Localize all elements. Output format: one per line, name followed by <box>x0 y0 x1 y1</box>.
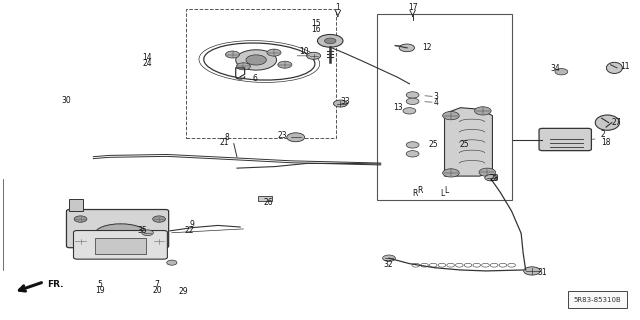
Text: 5: 5 <box>97 281 102 290</box>
Text: 32: 32 <box>383 260 393 269</box>
Circle shape <box>225 51 239 58</box>
Text: 27: 27 <box>612 118 621 127</box>
Text: 8: 8 <box>225 133 229 142</box>
Text: 7: 7 <box>155 281 159 290</box>
Text: 29: 29 <box>178 287 188 296</box>
Circle shape <box>383 255 396 261</box>
Text: 15: 15 <box>312 19 321 28</box>
FancyBboxPatch shape <box>67 210 169 248</box>
Text: 24: 24 <box>143 59 152 68</box>
Text: 23: 23 <box>277 131 287 140</box>
Text: 3: 3 <box>434 92 438 101</box>
Text: 25: 25 <box>460 140 469 149</box>
FancyBboxPatch shape <box>69 199 83 212</box>
Text: 17: 17 <box>408 3 417 12</box>
Circle shape <box>443 169 460 177</box>
FancyBboxPatch shape <box>74 230 168 259</box>
Text: 14: 14 <box>143 53 152 62</box>
Bar <box>186 9 336 138</box>
Bar <box>378 14 511 200</box>
Circle shape <box>153 238 166 244</box>
Circle shape <box>142 230 154 236</box>
Text: 1: 1 <box>335 3 340 12</box>
Text: 30: 30 <box>61 96 71 105</box>
Text: 20: 20 <box>152 286 162 295</box>
Text: 19: 19 <box>95 286 104 295</box>
Text: 26: 26 <box>264 198 273 207</box>
Text: 34: 34 <box>550 64 560 73</box>
Circle shape <box>278 61 292 68</box>
Text: 11: 11 <box>620 62 630 71</box>
Circle shape <box>324 38 336 44</box>
Text: 10: 10 <box>300 47 309 56</box>
Circle shape <box>479 168 495 176</box>
Text: 22: 22 <box>185 226 194 235</box>
Text: FR.: FR. <box>47 280 63 289</box>
Circle shape <box>555 68 568 75</box>
Text: 4: 4 <box>434 98 438 107</box>
Circle shape <box>406 151 419 157</box>
Text: R: R <box>412 189 417 198</box>
Circle shape <box>267 49 281 56</box>
Text: 25: 25 <box>429 140 438 149</box>
Circle shape <box>153 216 166 222</box>
Text: L: L <box>444 186 449 195</box>
Text: 2: 2 <box>601 130 605 139</box>
Circle shape <box>333 100 348 107</box>
Text: 5R83-85310B: 5R83-85310B <box>574 297 621 303</box>
Circle shape <box>403 108 416 114</box>
Text: L: L <box>440 189 445 198</box>
Text: 12: 12 <box>422 43 431 52</box>
Text: 21: 21 <box>220 138 229 147</box>
Circle shape <box>524 267 540 275</box>
Text: 35: 35 <box>138 226 148 235</box>
Ellipse shape <box>95 224 147 243</box>
Ellipse shape <box>595 115 620 130</box>
Polygon shape <box>445 108 492 176</box>
Text: 31: 31 <box>537 268 547 277</box>
Circle shape <box>236 50 276 70</box>
Circle shape <box>317 35 343 47</box>
Circle shape <box>287 133 305 142</box>
Bar <box>258 196 272 201</box>
Circle shape <box>443 111 460 120</box>
Bar <box>95 238 147 254</box>
Circle shape <box>406 92 419 98</box>
Text: 28: 28 <box>490 174 499 183</box>
Text: 6: 6 <box>253 74 258 83</box>
Circle shape <box>406 98 419 105</box>
Circle shape <box>307 52 321 59</box>
Text: R: R <box>417 186 422 195</box>
Circle shape <box>167 260 177 265</box>
Circle shape <box>399 44 415 52</box>
Circle shape <box>246 55 266 65</box>
Ellipse shape <box>607 62 622 74</box>
FancyBboxPatch shape <box>539 128 591 151</box>
Circle shape <box>74 216 87 222</box>
Circle shape <box>406 142 419 148</box>
Text: 9: 9 <box>189 220 194 229</box>
Text: 33: 33 <box>340 97 350 106</box>
Circle shape <box>484 174 497 181</box>
Circle shape <box>236 63 250 70</box>
Text: 18: 18 <box>601 138 611 147</box>
Text: 16: 16 <box>312 25 321 34</box>
Text: 13: 13 <box>394 103 403 112</box>
Circle shape <box>74 238 87 244</box>
Circle shape <box>474 107 491 115</box>
